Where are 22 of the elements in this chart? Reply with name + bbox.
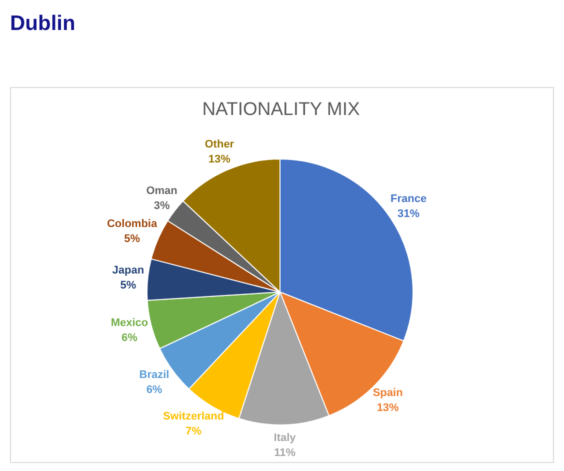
data-label: 31% bbox=[398, 208, 420, 220]
slice-label: Brazil bbox=[139, 368, 170, 381]
data-label: 11% bbox=[274, 446, 296, 459]
data-label: 3% bbox=[154, 200, 170, 212]
slice-label: Italy bbox=[274, 432, 297, 444]
data-label: 5% bbox=[120, 280, 136, 292]
slice-label: Japan bbox=[112, 264, 144, 277]
data-label: 7% bbox=[186, 426, 202, 438]
text: Dublin bbox=[10, 12, 76, 35]
data-label: 5% bbox=[124, 233, 140, 246]
slice-label: Other bbox=[204, 138, 235, 151]
slice-label: Spain bbox=[372, 387, 404, 400]
slice-label: Mexico bbox=[110, 317, 148, 330]
data-label: 13% bbox=[208, 154, 231, 166]
slice-label: Switzerland bbox=[162, 410, 224, 423]
data-label: 6% bbox=[122, 332, 138, 344]
chart-title: NATIONALITY MIX bbox=[202, 98, 360, 119]
slice-label: Oman bbox=[146, 185, 178, 198]
slice-label: Colombia bbox=[106, 218, 158, 230]
slice-label: France bbox=[390, 193, 427, 205]
data-label: 6% bbox=[146, 384, 162, 396]
data-label: 13% bbox=[376, 402, 400, 414]
